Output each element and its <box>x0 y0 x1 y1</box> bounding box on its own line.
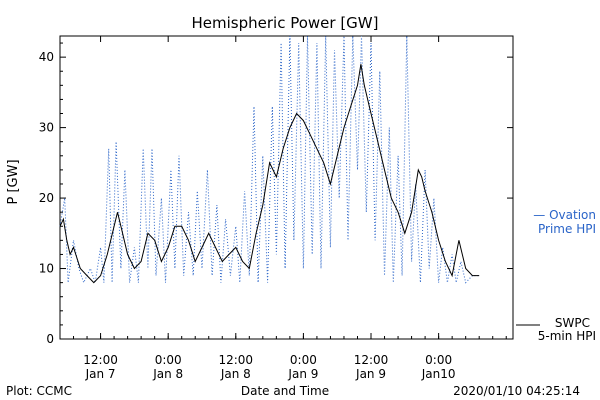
x-tick-label-time: 0:00 <box>290 353 317 367</box>
x-tick-label-time: 0:00 <box>425 353 452 367</box>
y-axis-label: P [GW] <box>6 159 21 204</box>
series-line-swpc-5min-hpi <box>59 64 480 284</box>
y-tick-label: 40 <box>39 50 54 64</box>
legend-swpc-line2: 5-min HPI <box>538 329 596 343</box>
x-tick-label-time: 12:00 <box>83 353 118 367</box>
y-tick-label: 10 <box>39 262 54 276</box>
y-tick-label: 30 <box>39 121 54 135</box>
series-line-ovation-prime-hpi <box>59 35 480 284</box>
x-tick-label-date: Jan 9 <box>355 367 386 381</box>
x-tick-label-date: Jan 9 <box>287 367 318 381</box>
y-tick-label: 20 <box>39 191 54 205</box>
legend-ovation-line2: Prime HPI <box>538 222 596 236</box>
x-tick-label-date: Jan 7 <box>85 367 116 381</box>
x-tick-label-date: Jan 8 <box>152 367 183 381</box>
footer-plot-credit: Plot: CCMC <box>6 384 72 398</box>
x-tick-label-date: Jan10 <box>421 367 456 381</box>
x-tick-label-time: 12:00 <box>354 353 389 367</box>
x-tick-label-date: Jan 8 <box>220 367 251 381</box>
chart-title: Hemispheric Power [GW] <box>192 14 379 32</box>
legend-swpc: SWPC 5-min HPI <box>516 316 596 343</box>
x-tick-label-time: 12:00 <box>218 353 253 367</box>
legend-ovation: — Ovation Prime HPI <box>533 208 596 236</box>
x-tick-label-time: 0:00 <box>155 353 182 367</box>
y-tick-label: 0 <box>46 332 54 346</box>
x-axis-label: Date and Time <box>241 384 329 398</box>
legend-ovation-line1: — Ovation <box>533 208 596 222</box>
y-axis-ticks: 0 10 20 30 40 <box>39 42 513 346</box>
footer-timestamp: 2020/01/10 04:25:14 <box>453 384 580 398</box>
legend-swpc-line1: SWPC <box>555 316 590 330</box>
plot-frame <box>59 35 514 340</box>
